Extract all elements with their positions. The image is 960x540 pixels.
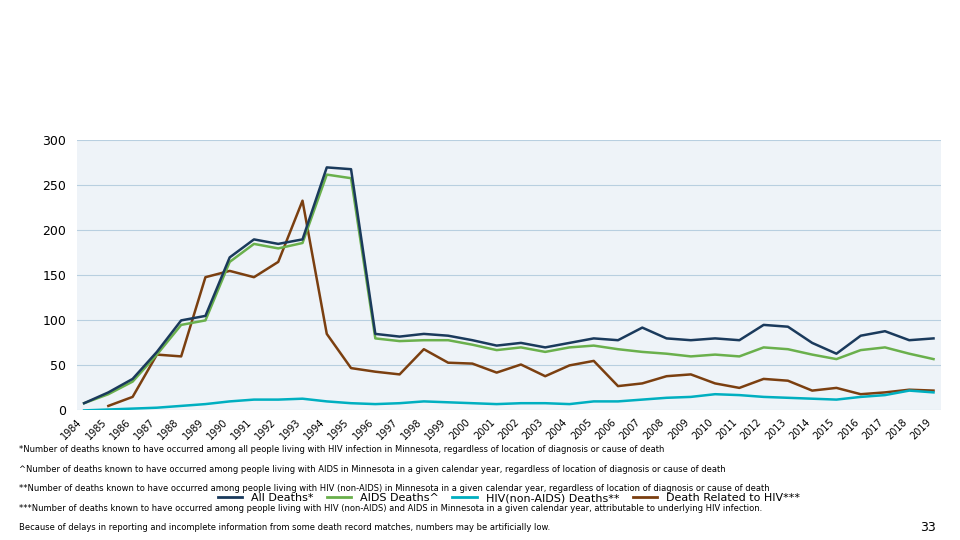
Text: ***Number of deaths known to have occurred among people living with HIV (non-AID: ***Number of deaths known to have occurr… [19, 503, 762, 512]
Text: Minnesota, 1984-2019: Minnesota, 1984-2019 [353, 82, 607, 101]
Text: Reported Deaths Among Persons living with HIV/AIDS in: Reported Deaths Among Persons living wit… [160, 35, 800, 53]
Text: Because of delays in reporting and incomplete information from some death record: Because of delays in reporting and incom… [19, 523, 550, 532]
Text: ^Number of deaths known to have occurred among people living with AIDS in Minnes: ^Number of deaths known to have occurred… [19, 464, 726, 474]
Text: 33: 33 [921, 521, 936, 534]
Legend: All Deaths*, AIDS Deaths^, HIV(non-AIDS) Deaths**, Death Related to HIV***: All Deaths*, AIDS Deaths^, HIV(non-AIDS)… [213, 489, 804, 508]
Text: **Number of deaths known to have occurred among people living with HIV (non-AIDS: **Number of deaths known to have occurre… [19, 484, 770, 493]
Text: *Number of deaths known to have occurred among all people living with HIV infect: *Number of deaths known to have occurred… [19, 445, 664, 454]
